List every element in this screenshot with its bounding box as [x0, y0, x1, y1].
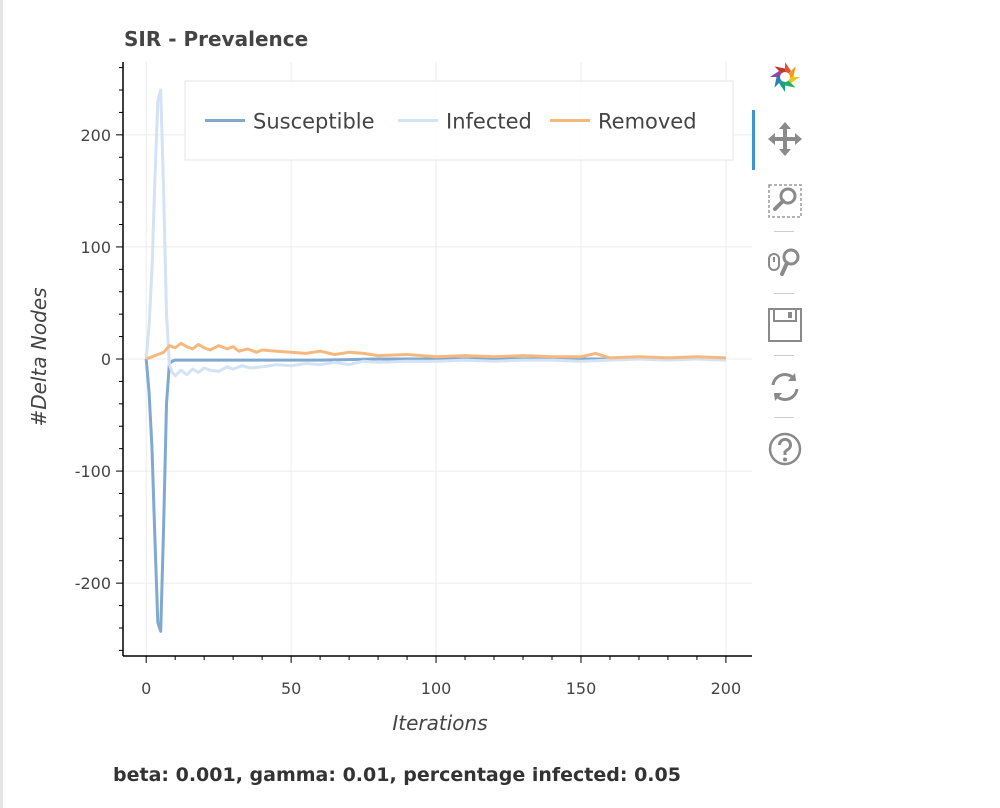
y-tick-label: -200 — [75, 574, 111, 593]
legend-label-removed[interactable]: Removed — [598, 110, 697, 134]
legend[interactable]: Susceptible Infected Removed — [184, 80, 734, 161]
y-tick-label: 0 — [101, 350, 111, 369]
series-line-susceptible — [144, 357, 726, 633]
legend-label-infected[interactable]: Infected — [446, 110, 532, 134]
panel-left-rule — [0, 0, 3, 808]
legend-box — [184, 80, 734, 161]
x-tick-label: 0 — [141, 679, 151, 698]
axes: -200 -100 0 100 200 0 50 100 150 200 — [75, 62, 752, 698]
wheel-zoom-icon[interactable] — [766, 244, 804, 282]
series-line-removed — [145, 341, 726, 361]
y-tick-label: 100 — [80, 238, 111, 257]
x-tick-label: 150 — [566, 679, 597, 698]
pan-icon[interactable] — [766, 120, 804, 158]
y-tick-label: -100 — [75, 462, 111, 481]
x-axis-title: Iterations — [392, 711, 487, 735]
x-tick-label: 100 — [421, 679, 452, 698]
parameters-caption: beta: 0.001, gamma: 0.01, percentage inf… — [113, 764, 681, 786]
reset-icon[interactable] — [766, 368, 804, 406]
help-icon[interactable] — [766, 430, 804, 468]
x-tick-label: 200 — [711, 679, 742, 698]
box-zoom-icon[interactable] — [766, 182, 804, 220]
y-axis-title: #Delta Nodes — [27, 287, 51, 426]
active-tool-indicator — [752, 110, 755, 170]
chart-title: SIR - Prevalence — [124, 27, 308, 51]
toolbar — [752, 58, 808, 478]
plot-lines — [144, 88, 726, 633]
series-line-infected — [144, 88, 726, 378]
x-tick-label: 50 — [281, 679, 301, 698]
toolbar-separator — [774, 355, 794, 356]
y-tick-label: 200 — [80, 126, 111, 145]
legend-label-susceptible[interactable]: Susceptible — [253, 110, 375, 134]
toolbar-separator — [774, 231, 794, 232]
toolbar-separator — [774, 293, 794, 294]
save-icon[interactable] — [766, 306, 804, 344]
toolbar-separator — [774, 417, 794, 418]
bokeh-logo-icon[interactable] — [766, 58, 804, 96]
